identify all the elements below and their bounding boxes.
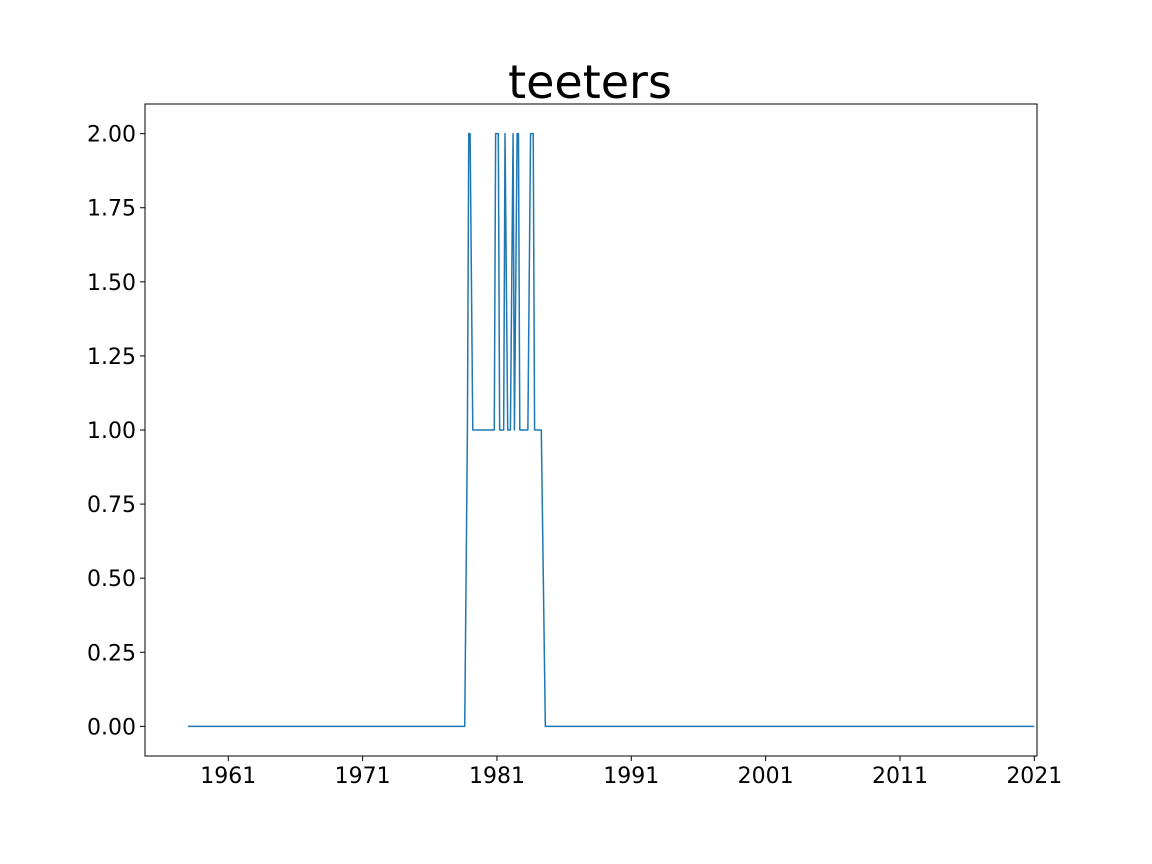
y-tick-label: 0.25: [87, 641, 136, 666]
x-tick-label: 2011: [872, 764, 928, 789]
y-tick-label: 1.75: [87, 197, 136, 222]
plot-area: [187, 132, 1035, 728]
y-axis: 0.00 0.25 0.50 0.75 1.00 1.25 1.50 1.75 2.00: [87, 123, 145, 740]
y-tick-label: 0.00: [87, 715, 136, 740]
y-tick-label: 2.00: [87, 123, 136, 148]
y-tick-label: 0.75: [87, 493, 136, 518]
x-axis: 1961 1971 1981 1991 2001 2011 2021: [200, 756, 1062, 789]
x-tick-label: 1991: [603, 764, 659, 789]
chart-title: teeters: [508, 55, 672, 109]
y-tick-label: 1.00: [87, 419, 136, 444]
x-tick-label: 1971: [335, 764, 391, 789]
y-tick-label: 1.50: [87, 271, 136, 296]
x-tick-label: 2001: [738, 764, 794, 789]
x-tick-label: 2021: [1006, 764, 1062, 789]
y-tick-label: 1.25: [87, 345, 136, 370]
x-tick-label: 1981: [469, 764, 525, 789]
x-tick-label: 1961: [200, 764, 256, 789]
y-tick-label: 0.50: [87, 567, 136, 592]
series-line-0: [187, 132, 1035, 728]
plot-frame: [144, 103, 1038, 757]
